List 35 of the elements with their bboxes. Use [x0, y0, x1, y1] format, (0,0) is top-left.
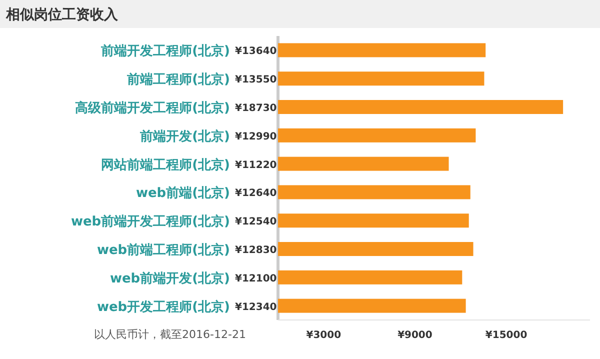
- bar: [278, 72, 484, 86]
- data-label: ¥12830: [235, 245, 277, 256]
- data-label: ¥12540: [235, 216, 277, 228]
- bar: [278, 214, 469, 228]
- bar: [278, 128, 476, 142]
- text: 相似岗位工资收入: [5, 7, 119, 23]
- x-tick-label: ¥3000: [306, 330, 342, 341]
- data-label: ¥12640: [235, 188, 277, 200]
- bar: [278, 100, 564, 114]
- y-tick-label: web前端开发(北京): [110, 270, 230, 286]
- y-tick-label: 前端开发工程师(北京): [100, 43, 230, 60]
- y-tick-label: 前端开发(北京): [139, 128, 230, 144]
- data-label: ¥12990: [235, 131, 277, 142]
- y-tick-label: web开发工程师(北京): [96, 298, 230, 315]
- data-label: ¥11220: [235, 160, 277, 171]
- data-label: ¥13550: [235, 74, 277, 86]
- bar: [278, 242, 474, 256]
- bar: [278, 298, 466, 313]
- y-tick-label: web前端工程师(北京): [96, 242, 230, 258]
- data-label: ¥12340: [235, 302, 277, 313]
- x-tick-label: ¥9000: [398, 330, 432, 341]
- x-tick-label: ¥15000: [485, 330, 528, 341]
- y-tick-label: 前端工程师(北京): [126, 72, 230, 88]
- text: 以人民币计，截至2016-12-21: [94, 328, 246, 341]
- bar: [278, 185, 470, 200]
- y-tick-label: 网站前端工程师(北京): [101, 156, 230, 173]
- y-tick-label: web前端(北京): [136, 185, 230, 202]
- y-tick-label: 高级前端开发工程师(北京): [75, 100, 230, 116]
- bar: [278, 43, 486, 58]
- data-label: ¥12100: [235, 273, 277, 284]
- data-label: ¥18730: [235, 103, 277, 114]
- data-label: ¥13640: [235, 46, 277, 58]
- bar: [278, 156, 449, 171]
- bar: [278, 270, 462, 284]
- y-tick-label: web前端开发工程师(北京): [70, 214, 230, 230]
